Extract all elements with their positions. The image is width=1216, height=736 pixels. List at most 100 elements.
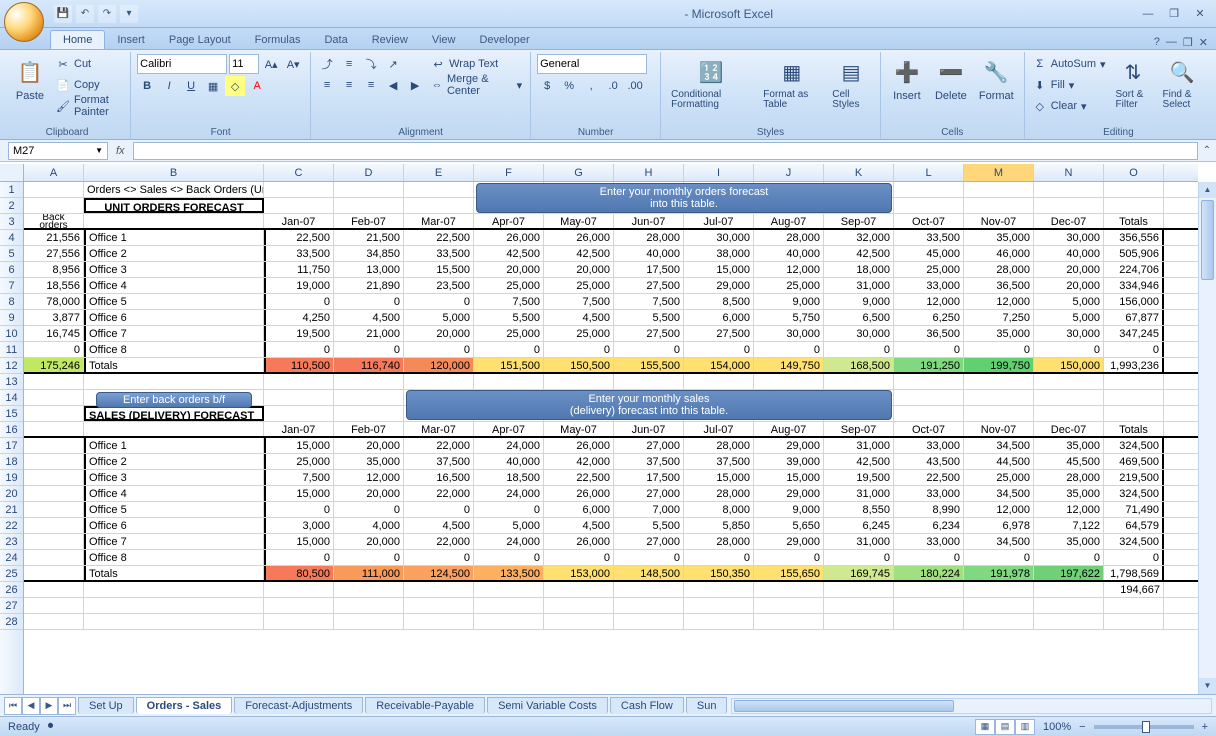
row-header-15[interactable]: 15 (0, 406, 23, 422)
merge-center-button[interactable]: ⇔Merge & Center ▾ (429, 75, 524, 95)
qat-redo-icon[interactable]: ↷ (98, 5, 116, 23)
format-cells-button[interactable]: 🔧Format (975, 54, 1018, 104)
vertical-scrollbar[interactable]: ▲ ▼ (1198, 182, 1216, 694)
horizontal-scrollbar[interactable] (731, 698, 1212, 714)
format-as-table-button[interactable]: ▦Format as Table (759, 54, 824, 112)
row-header-8[interactable]: 8 (0, 294, 23, 310)
col-header-L[interactable]: L (894, 164, 964, 181)
tab-page-layout[interactable]: Page Layout (157, 31, 243, 49)
qat-save-icon[interactable]: 💾 (54, 5, 72, 23)
indent-inc-icon[interactable]: ▶ (405, 75, 425, 95)
col-header-M[interactable]: M (964, 164, 1034, 181)
currency-icon[interactable]: $ (537, 76, 557, 96)
expand-formula-bar-icon[interactable]: ⌃ (1198, 145, 1216, 156)
col-header-G[interactable]: G (544, 164, 614, 181)
tab-home[interactable]: Home (50, 30, 105, 49)
row-header-3[interactable]: 3 (0, 214, 23, 230)
font-size-select[interactable] (229, 54, 259, 74)
row-header-5[interactable]: 5 (0, 246, 23, 262)
sheet-nav-button[interactable]: ⏮ (4, 697, 22, 715)
scroll-up-icon[interactable]: ▲ (1199, 182, 1216, 198)
row-header-27[interactable]: 27 (0, 598, 23, 614)
close-button[interactable]: ✕ (1188, 5, 1212, 23)
bold-button[interactable]: B (137, 76, 157, 96)
macro-record-icon[interactable]: ⏺ (48, 720, 54, 733)
col-header-D[interactable]: D (334, 164, 404, 181)
insert-cells-button[interactable]: ➕Insert (887, 54, 927, 104)
col-header-A[interactable]: A (24, 164, 84, 181)
align-right-icon[interactable]: ≡ (361, 75, 381, 95)
align-bottom-icon[interactable]: ⤵ (361, 54, 381, 74)
tab-data[interactable]: Data (312, 31, 359, 49)
underline-button[interactable]: U (181, 76, 201, 96)
delete-cells-button[interactable]: ➖Delete (931, 54, 971, 104)
sheet-tab-sun[interactable]: Sun (686, 697, 728, 714)
sheet-tab-receivable-payable[interactable]: Receivable-Payable (365, 697, 485, 714)
inc-decimal-icon[interactable]: .0 (603, 76, 623, 96)
tab-insert[interactable]: Insert (105, 31, 157, 49)
col-header-N[interactable]: N (1034, 164, 1104, 181)
qat-customize-icon[interactable]: ▾ (120, 5, 138, 23)
row-header-21[interactable]: 21 (0, 502, 23, 518)
fill-button[interactable]: ⬇Fill ▾ (1031, 75, 1108, 95)
office-orb-button[interactable] (4, 2, 44, 42)
mdi-minimize-icon[interactable]: — (1166, 36, 1177, 49)
select-all-corner[interactable] (0, 164, 24, 182)
col-header-I[interactable]: I (684, 164, 754, 181)
name-box[interactable]: M27▼ (8, 142, 108, 160)
zoom-percent[interactable]: 100% (1043, 721, 1071, 733)
paste-button[interactable]: 📋 Paste (10, 54, 50, 104)
autosum-button[interactable]: ΣAutoSum ▾ (1031, 54, 1108, 74)
qat-undo-icon[interactable]: ↶ (76, 5, 94, 23)
cut-button[interactable]: ✂Cut (54, 54, 124, 74)
normal-view-icon[interactable]: ▦ (975, 719, 995, 735)
row-header-24[interactable]: 24 (0, 550, 23, 566)
font-color-button[interactable]: A (247, 76, 267, 96)
zoom-out-icon[interactable]: − (1079, 721, 1085, 733)
align-left-icon[interactable]: ≡ (317, 75, 337, 95)
row-header-20[interactable]: 20 (0, 486, 23, 502)
col-header-E[interactable]: E (404, 164, 474, 181)
row-header-2[interactable]: 2 (0, 198, 23, 214)
grow-font-icon[interactable]: A▴ (261, 54, 281, 74)
tab-formulas[interactable]: Formulas (243, 31, 313, 49)
fx-icon[interactable]: fx (108, 145, 133, 157)
row-header-22[interactable]: 22 (0, 518, 23, 534)
align-center-icon[interactable]: ≡ (339, 75, 359, 95)
find-select-button[interactable]: 🔍Find & Select (1159, 54, 1206, 112)
percent-icon[interactable]: % (559, 76, 579, 96)
cells-area[interactable]: Orders <> Sales <> Back Orders (Units)UN… (24, 182, 1198, 694)
comma-icon[interactable]: , (581, 76, 601, 96)
sheet-tab-orders-sales[interactable]: Orders - Sales (136, 697, 233, 714)
cell-styles-button[interactable]: ▤Cell Styles (828, 54, 874, 112)
row-header-14[interactable]: 14 (0, 390, 23, 406)
tab-view[interactable]: View (420, 31, 468, 49)
scroll-thumb[interactable] (1201, 200, 1214, 280)
help-icon[interactable]: ? (1154, 36, 1160, 49)
col-header-K[interactable]: K (824, 164, 894, 181)
row-header-13[interactable]: 13 (0, 374, 23, 390)
hscroll-thumb[interactable] (734, 700, 954, 712)
sort-filter-button[interactable]: ⇅Sort & Filter (1112, 54, 1155, 112)
italic-button[interactable]: I (159, 76, 179, 96)
col-header-O[interactable]: O (1104, 164, 1164, 181)
dec-decimal-icon[interactable]: .00 (625, 76, 645, 96)
orientation-icon[interactable]: ↗ (383, 54, 403, 74)
row-header-28[interactable]: 28 (0, 614, 23, 630)
number-format-select[interactable] (537, 54, 647, 74)
row-header-23[interactable]: 23 (0, 534, 23, 550)
col-header-B[interactable]: B (84, 164, 264, 181)
indent-dec-icon[interactable]: ◀ (383, 75, 403, 95)
row-header-4[interactable]: 4 (0, 230, 23, 246)
row-header-9[interactable]: 9 (0, 310, 23, 326)
formula-input[interactable] (133, 142, 1198, 160)
align-middle-icon[interactable]: ≡ (339, 54, 359, 74)
row-header-7[interactable]: 7 (0, 278, 23, 294)
col-header-F[interactable]: F (474, 164, 544, 181)
sheet-tab-cash-flow[interactable]: Cash Flow (610, 697, 684, 714)
clear-button[interactable]: ◇Clear ▾ (1031, 96, 1108, 116)
back-orders-button[interactable]: Enter back orders b/f (96, 392, 252, 408)
row-header-16[interactable]: 16 (0, 422, 23, 438)
shrink-font-icon[interactable]: A▾ (283, 54, 303, 74)
minimize-button[interactable]: — (1136, 5, 1160, 23)
